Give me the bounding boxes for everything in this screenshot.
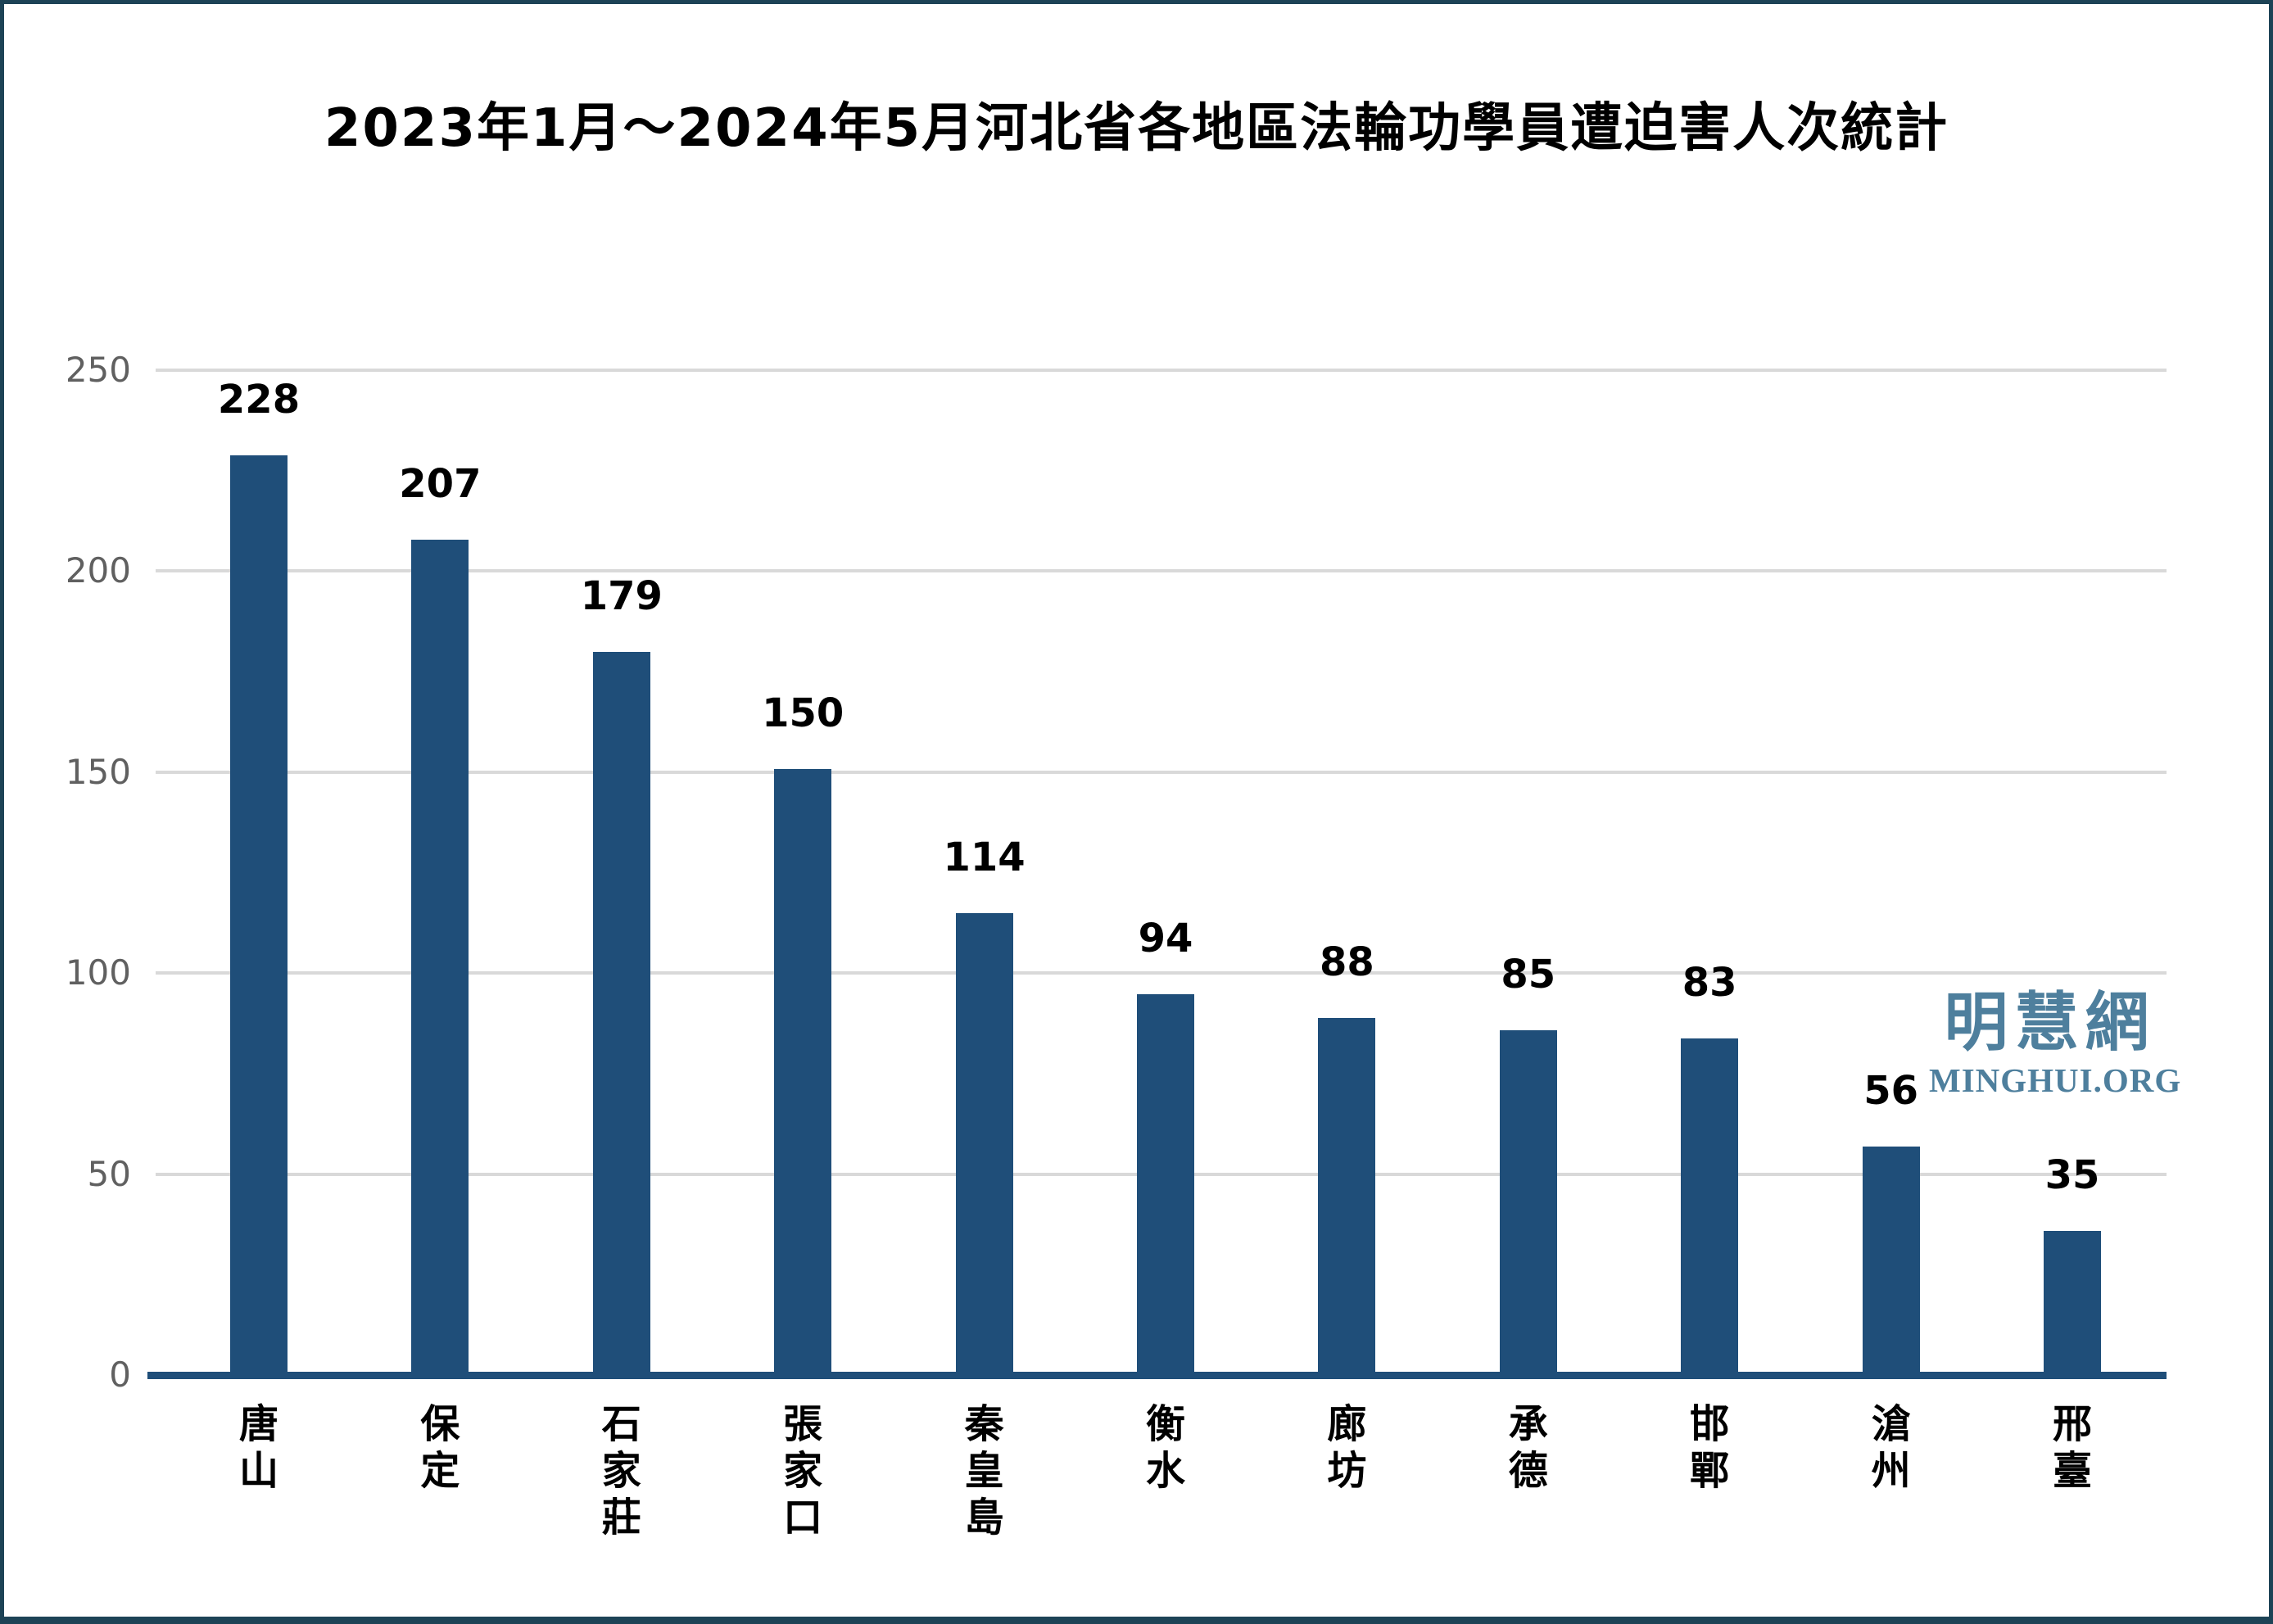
- bar-value-label: 150: [762, 690, 844, 736]
- category-label: 張 家 口: [783, 1401, 823, 1540]
- category-label: 廊 坊: [1327, 1401, 1367, 1494]
- bar-value-label: 35: [2044, 1152, 2100, 1198]
- bar-衡水: [1137, 994, 1194, 1372]
- bar-保定: [411, 540, 469, 1372]
- category-label: 保 定: [420, 1401, 460, 1494]
- gridline-150: [156, 770, 2167, 774]
- bar-value-label: 179: [580, 573, 663, 619]
- bar-value-label: 94: [1138, 916, 1193, 961]
- category-label: 秦 皇 島: [964, 1401, 1004, 1540]
- y-tick-label-50: 50: [87, 1153, 131, 1194]
- bar-value-label: 207: [399, 461, 482, 507]
- gridline-250: [156, 369, 2167, 372]
- bar-秦皇島: [955, 913, 1013, 1372]
- bar-value-label: 228: [217, 377, 301, 423]
- bar-廊坊: [1318, 1018, 1376, 1372]
- category-label: 衡 水: [1145, 1401, 1185, 1494]
- bar-唐山: [230, 455, 288, 1372]
- category-label: 承 德: [1508, 1401, 1548, 1494]
- gridline-200: [156, 569, 2167, 573]
- bar-承德: [1499, 1030, 1557, 1372]
- bar-張家口: [774, 769, 832, 1372]
- category-label: 邢 臺: [2052, 1401, 2092, 1494]
- category-label: 唐 山: [238, 1401, 278, 1494]
- minghui-watermark-url: MINGHUI.ORG: [1929, 1061, 2182, 1099]
- bar-邢臺: [2044, 1231, 2101, 1372]
- y-tick-label-250: 250: [65, 350, 131, 390]
- category-label: 石 家 莊: [601, 1401, 641, 1540]
- bar-石家莊: [592, 652, 650, 1372]
- bar-滄州: [1862, 1147, 1920, 1372]
- bar-value-label: 85: [1501, 952, 1556, 997]
- gridline-100: [156, 971, 2167, 975]
- category-label: 邯 鄲: [1690, 1401, 1730, 1494]
- y-tick-label-100: 100: [65, 952, 131, 993]
- minghui-watermark-chinese: 明慧網: [1944, 986, 2156, 1060]
- y-tick-label-0: 0: [109, 1355, 131, 1395]
- y-tick-label-150: 150: [65, 751, 131, 792]
- bar-value-label: 83: [1682, 960, 1737, 1006]
- bar-value-label: 114: [943, 835, 1026, 880]
- y-tick-label-200: 200: [65, 550, 131, 591]
- bar-value-label: 88: [1319, 939, 1374, 985]
- minghui-watermark: 明慧網 MINGHUI.ORG: [1929, 986, 2182, 1099]
- bar-value-label: 56: [1863, 1068, 1918, 1114]
- category-label: 滄 州: [1871, 1401, 1911, 1494]
- bar-邯鄲: [1681, 1038, 1739, 1372]
- x-axis-line: [147, 1372, 2167, 1379]
- chart-title: 2023年1月～2024年5月河北省各地區法輪功學員遭迫害人次統計: [324, 98, 1949, 159]
